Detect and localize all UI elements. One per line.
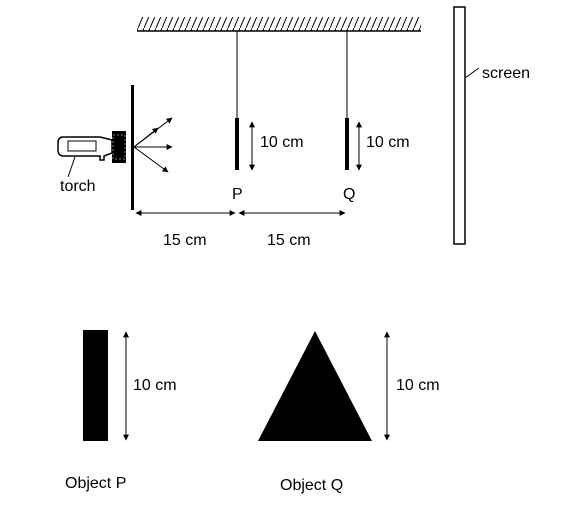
object-q-caption: Object Q (280, 477, 343, 494)
object-p-caption: Object P (65, 475, 126, 492)
distance-label-2: 15 cm (267, 232, 311, 249)
object-p-shape (83, 330, 108, 441)
torch-head (112, 131, 126, 163)
screen-pointer (464, 67, 480, 79)
p-label: P (232, 186, 243, 203)
object-q-shape (258, 331, 372, 441)
object-p-hanging (235, 118, 239, 170)
torch-pointer (67, 156, 76, 178)
p-height-label: 10 cm (260, 134, 304, 151)
q-label: Q (343, 186, 355, 203)
screen-label: screen (482, 65, 530, 82)
object-p-height-label: 10 cm (133, 377, 177, 394)
torch-lens (112, 134, 126, 160)
ray-4 (133, 146, 169, 173)
light-rays (133, 117, 173, 173)
q-height-label: 10 cm (366, 134, 410, 151)
light-source-board (131, 85, 134, 210)
distance-label-1: 15 cm (163, 232, 207, 249)
ceiling (137, 17, 421, 32)
ray-2 (133, 127, 159, 148)
screen (453, 6, 466, 245)
object-q-height-label: 10 cm (396, 377, 440, 394)
torch-handle-detail (67, 140, 97, 152)
object-q-hanging (345, 118, 349, 170)
torch (57, 131, 126, 163)
torch-label: torch (60, 178, 96, 195)
ceiling-hatching (137, 17, 421, 31)
